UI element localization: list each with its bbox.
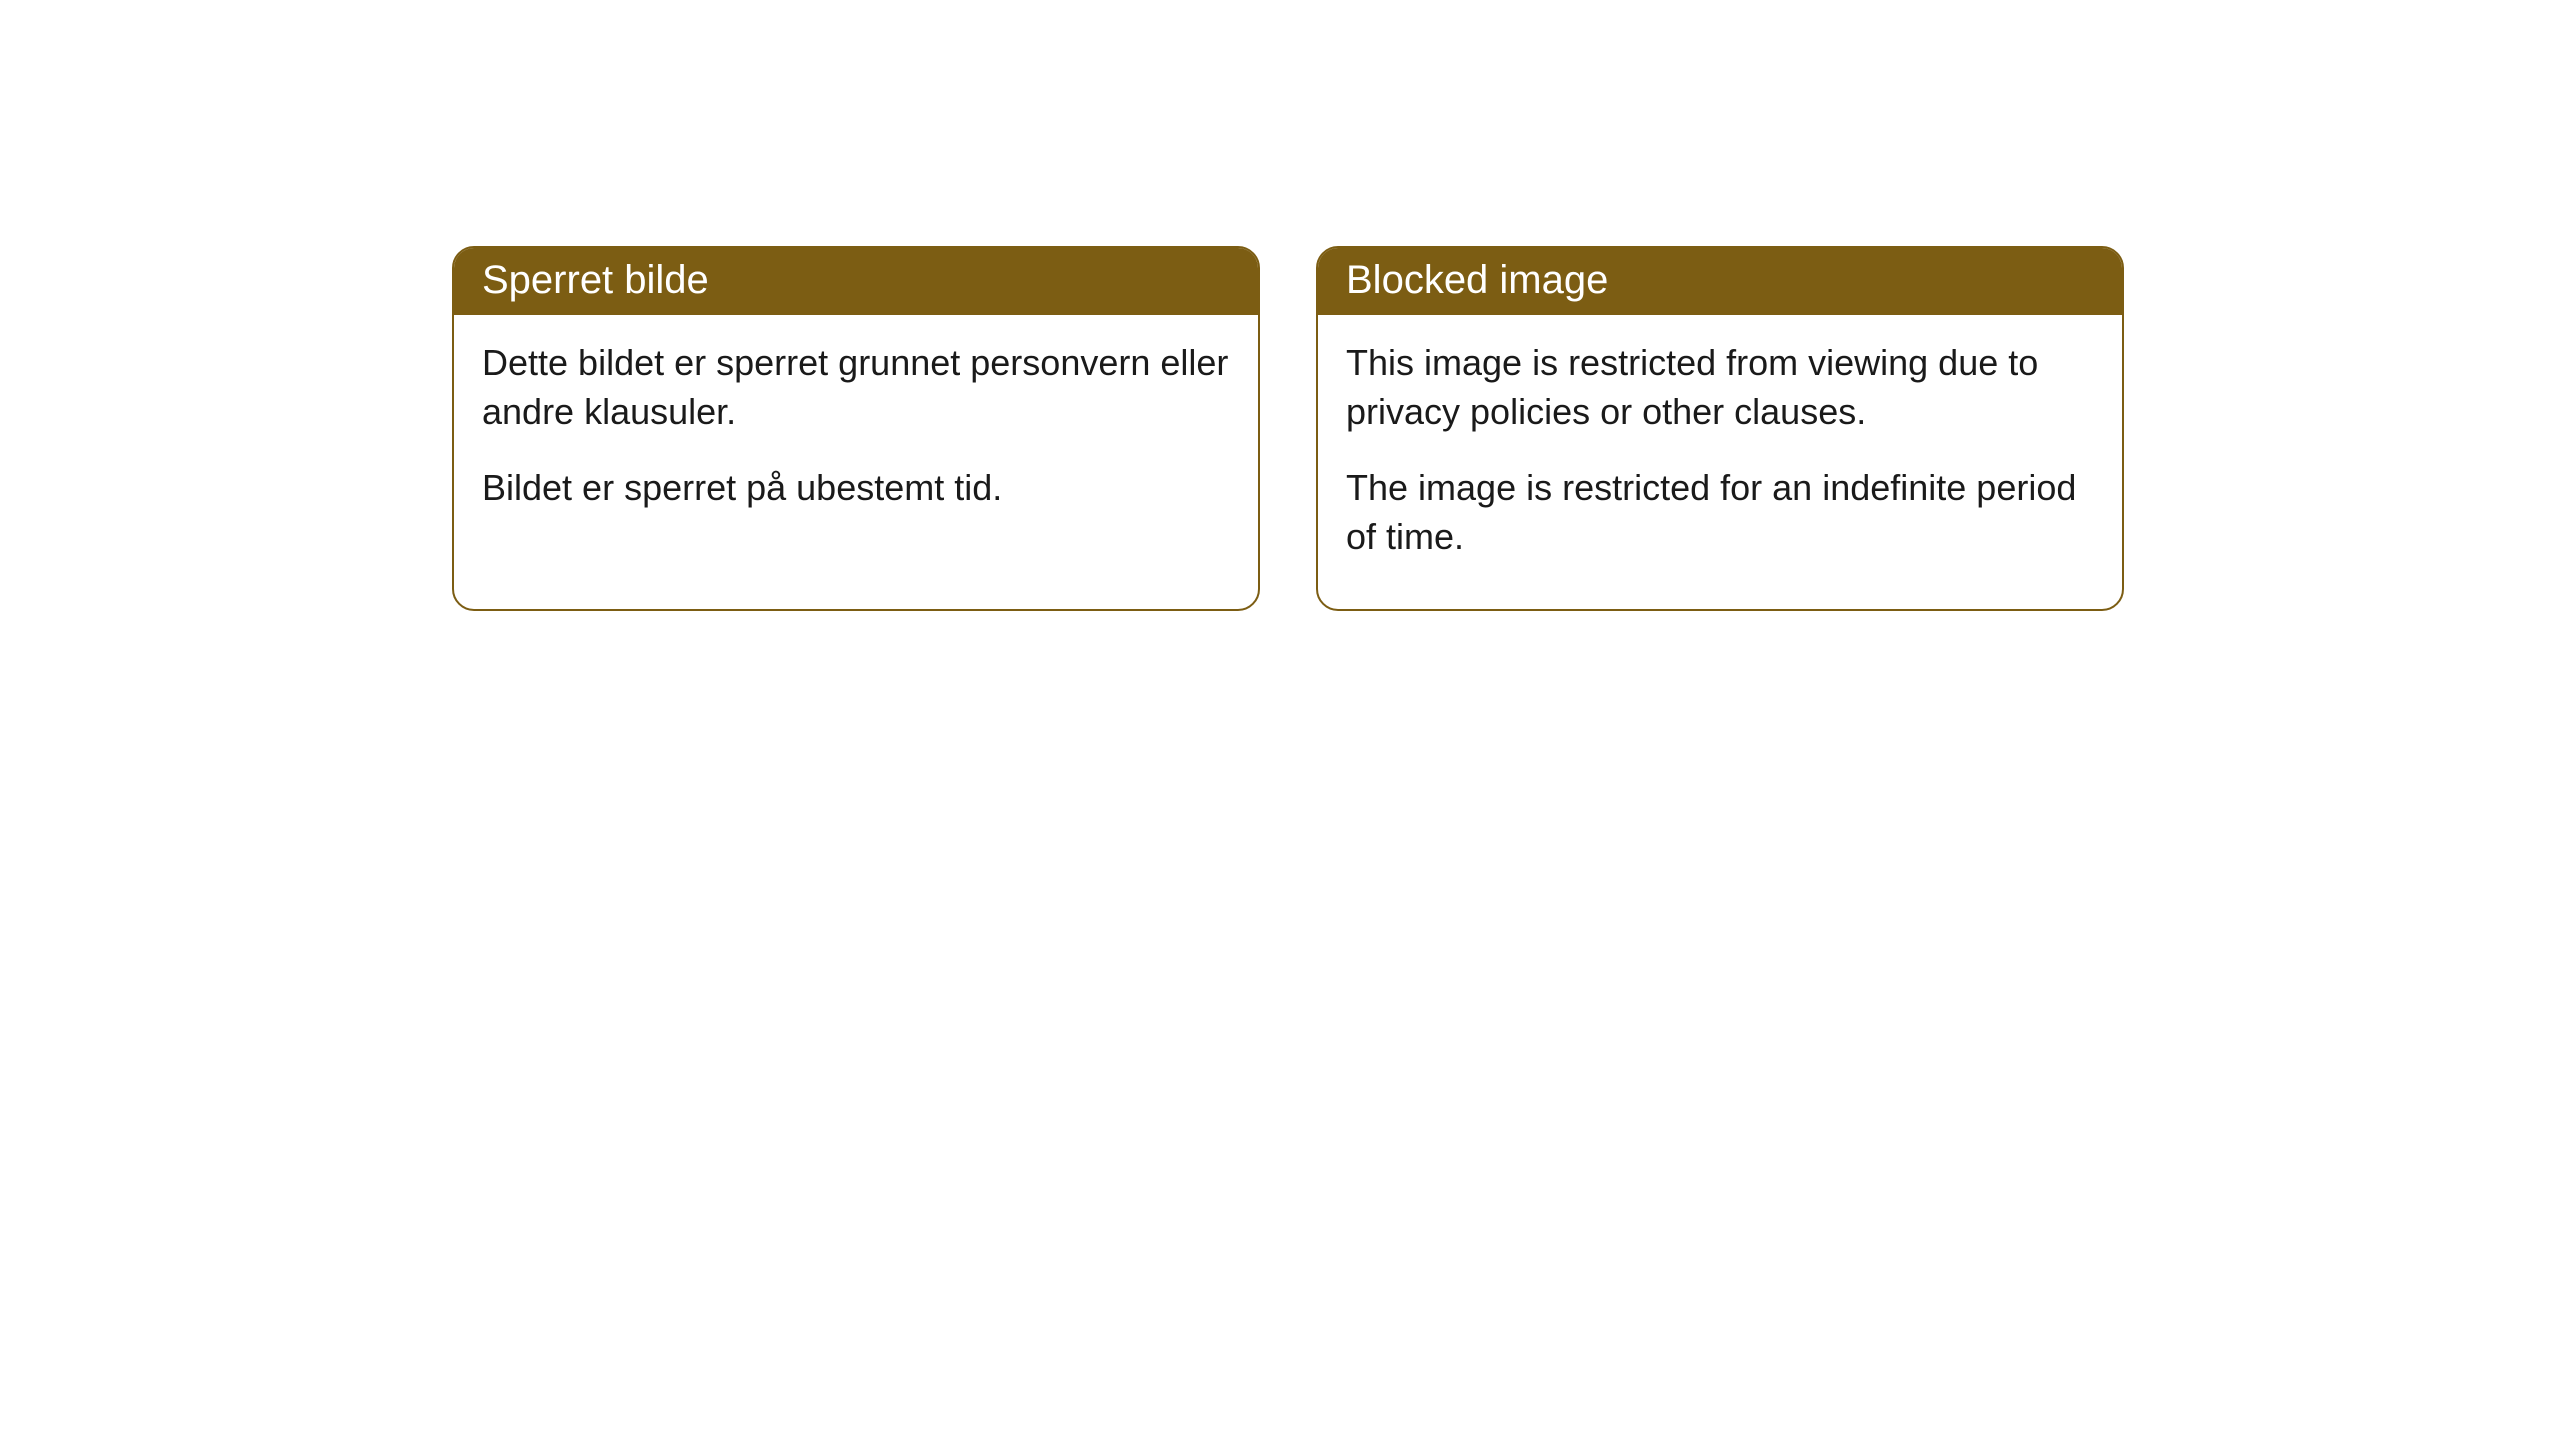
notice-card-english: Blocked image This image is restricted f… bbox=[1316, 246, 2124, 611]
card-header: Blocked image bbox=[1318, 248, 2122, 315]
card-paragraph: Dette bildet er sperret grunnet personve… bbox=[482, 339, 1230, 436]
card-paragraph: The image is restricted for an indefinit… bbox=[1346, 464, 2094, 561]
card-body: This image is restricted from viewing du… bbox=[1318, 315, 2122, 609]
notice-card-norwegian: Sperret bilde Dette bildet er sperret gr… bbox=[452, 246, 1260, 611]
notice-cards-container: Sperret bilde Dette bildet er sperret gr… bbox=[452, 246, 2560, 611]
card-paragraph: This image is restricted from viewing du… bbox=[1346, 339, 2094, 436]
card-body: Dette bildet er sperret grunnet personve… bbox=[454, 315, 1258, 561]
card-header: Sperret bilde bbox=[454, 248, 1258, 315]
card-paragraph: Bildet er sperret på ubestemt tid. bbox=[482, 464, 1230, 513]
